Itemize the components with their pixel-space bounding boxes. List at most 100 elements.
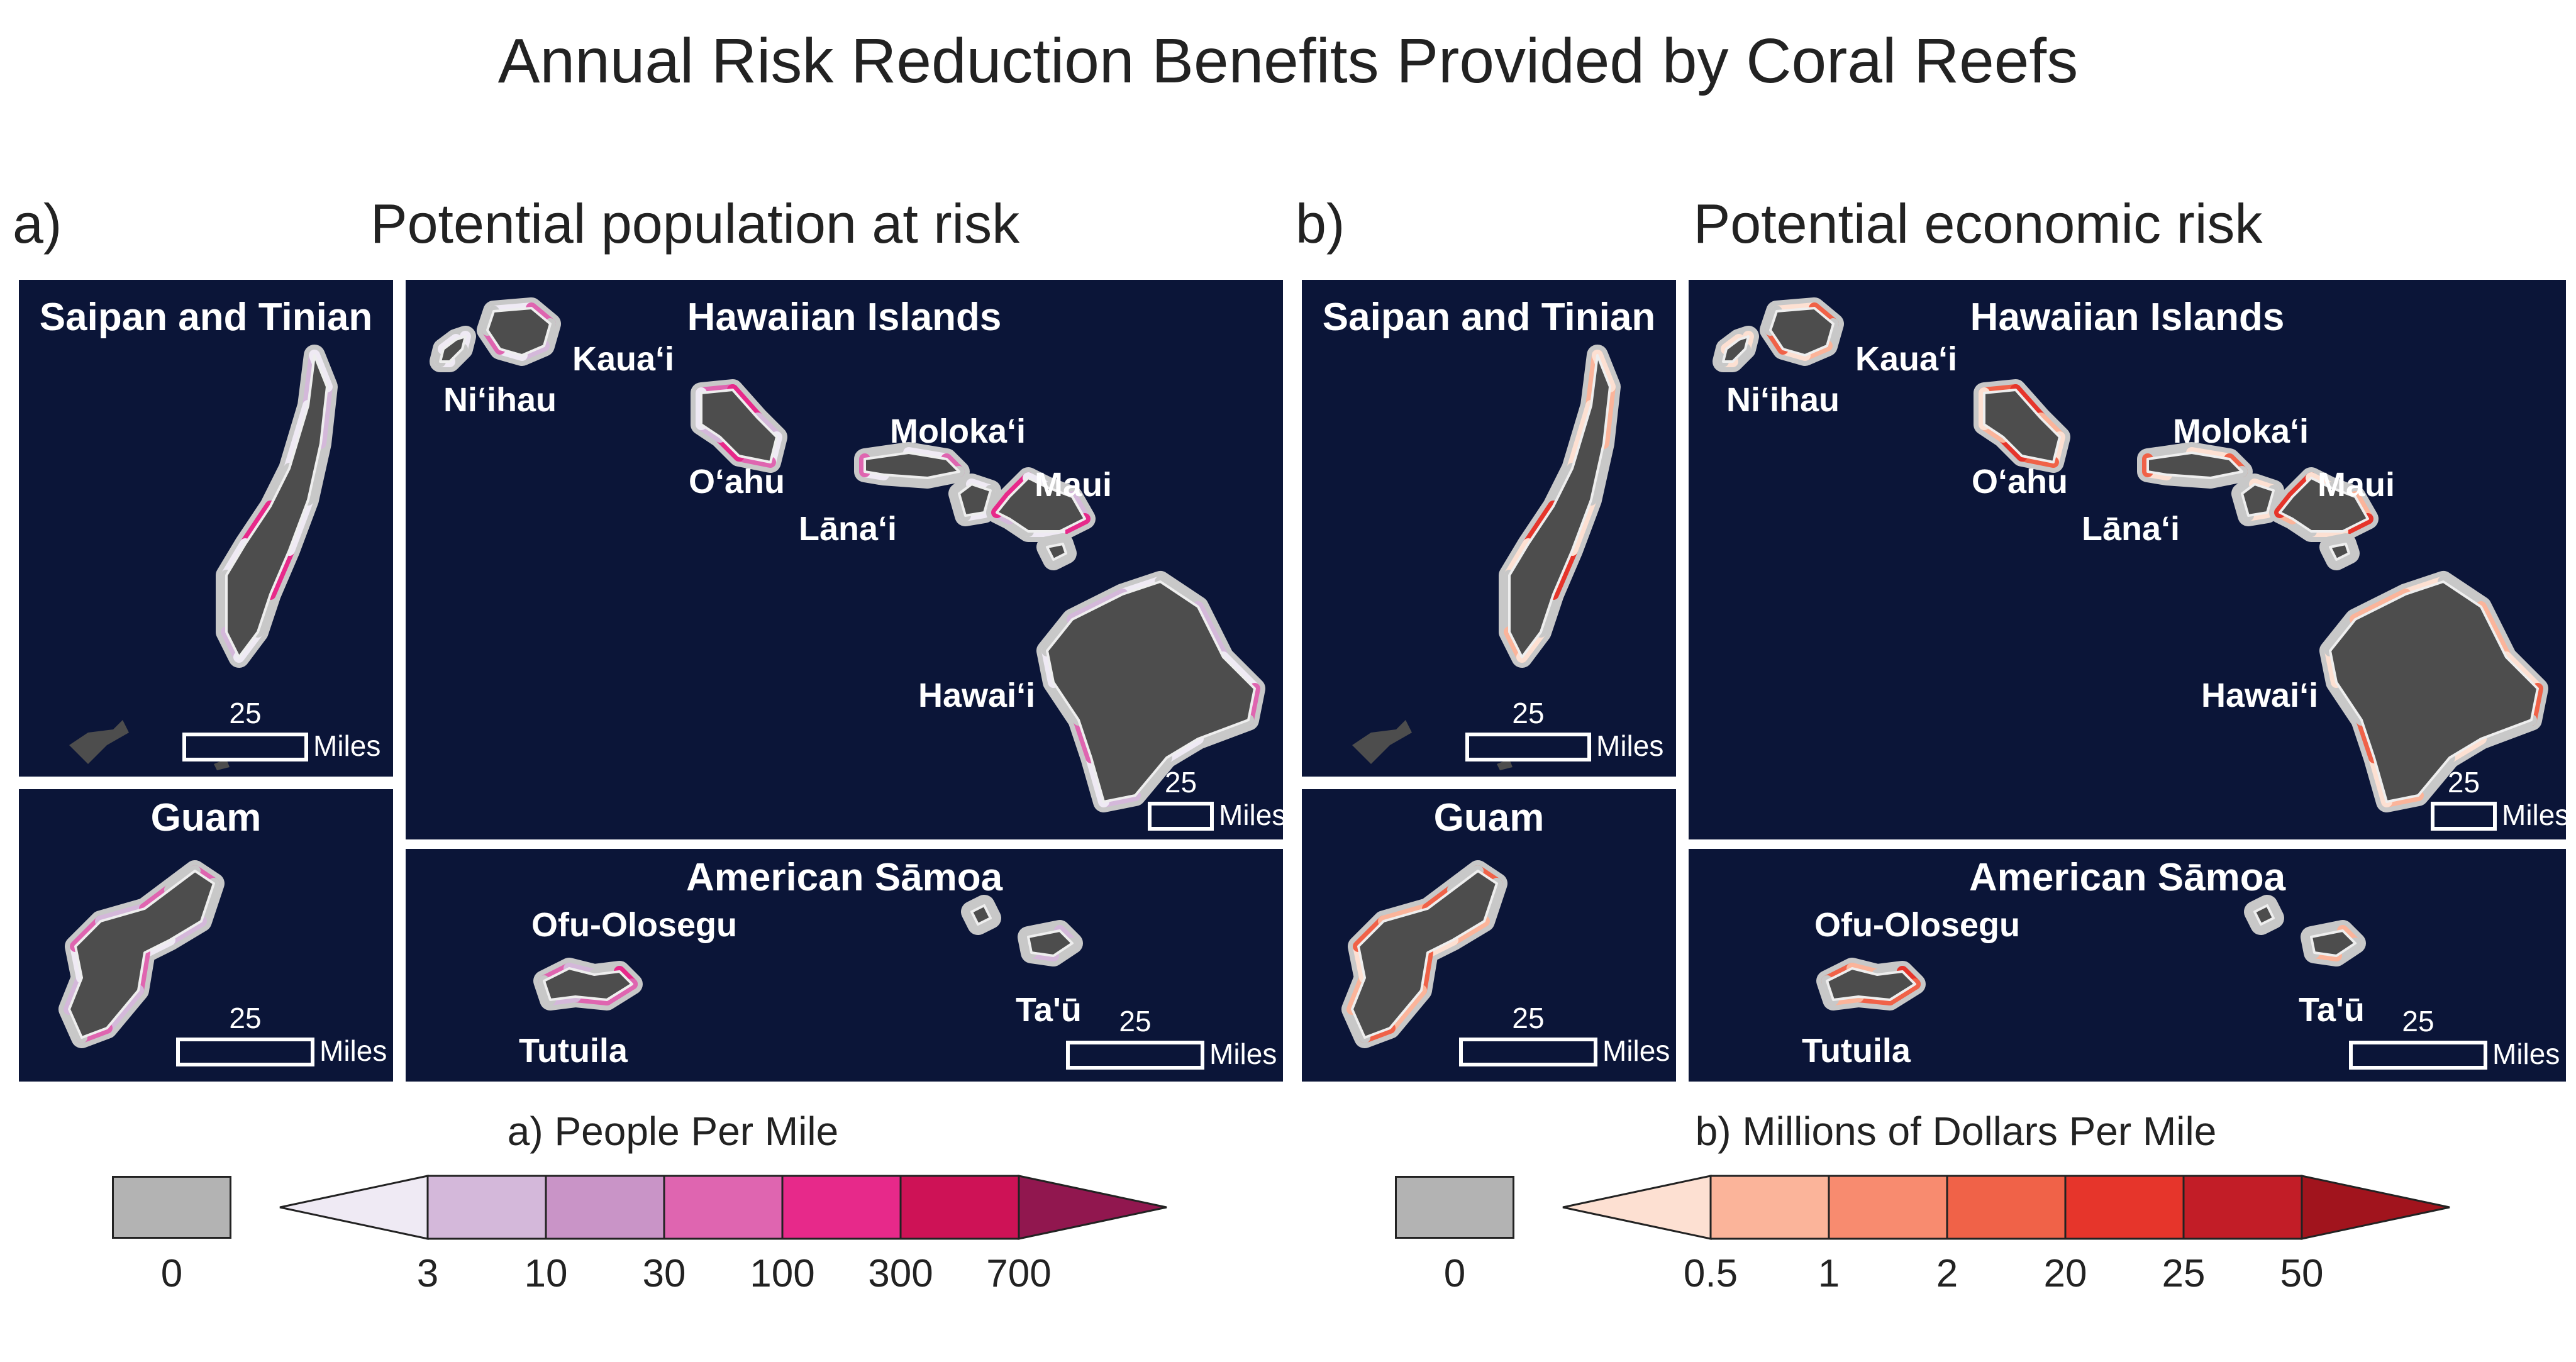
inset-american-samoa: American Sāmoa Ofu-Olosegu Tutuila Ta'ū 25 Mi… bbox=[1689, 849, 2566, 1082]
legend-tick-label: 30 bbox=[642, 1252, 686, 1295]
inset-guam-map bbox=[58, 860, 225, 1048]
inset-saipan-tinian: Saipan and Tinian 25 Miles bbox=[19, 280, 393, 777]
inset-title: American Sāmoa bbox=[1968, 856, 2286, 899]
rota-land bbox=[69, 720, 129, 764]
scale-bar: 25 Miles bbox=[2431, 766, 2566, 833]
legend-title: b) Millions of Dollars Per Mile bbox=[1695, 1109, 2217, 1154]
panel-letter: a) bbox=[13, 192, 62, 255]
hawaii-land bbox=[2329, 580, 2539, 803]
scale-bar-box bbox=[2431, 802, 2497, 831]
legend-tick-label: 100 bbox=[750, 1252, 815, 1295]
molokai-land bbox=[2146, 451, 2243, 479]
panel-title: Potential population at risk bbox=[370, 192, 1020, 255]
island-label: Tutuila bbox=[519, 1032, 628, 1070]
oahu-land bbox=[700, 389, 778, 463]
legend-bin bbox=[426, 1175, 547, 1240]
legend-bin bbox=[545, 1175, 665, 1240]
legend-bin bbox=[781, 1175, 902, 1240]
molokai-land bbox=[863, 451, 960, 479]
kahoolawe-land bbox=[1046, 543, 1067, 561]
legend-bin bbox=[1562, 1175, 1712, 1240]
legend-title: a) People Per Mile bbox=[507, 1109, 839, 1154]
scale-unit: Miles bbox=[2502, 799, 2566, 831]
scale-bar: 25 Miles bbox=[1148, 766, 1283, 833]
legend-bin bbox=[279, 1175, 429, 1240]
scale-bar-box bbox=[1459, 1038, 1597, 1066]
scale-bar: 25 Miles bbox=[2349, 1005, 2560, 1072]
scale-value: 25 bbox=[1164, 766, 1197, 799]
island-label: Hawaiʻi bbox=[2201, 677, 2319, 714]
legend-bin bbox=[1828, 1175, 1948, 1240]
legend-bin bbox=[1018, 1175, 1167, 1240]
inset-title: Saipan and Tinian bbox=[1322, 296, 1656, 339]
island-label: Niʻihau bbox=[1726, 381, 1840, 419]
scale-value: 25 bbox=[2402, 1005, 2434, 1038]
legend-zero-label: 0 bbox=[160, 1252, 183, 1295]
scale-bar-box bbox=[182, 733, 308, 761]
island-label: Lānaʻi bbox=[799, 510, 897, 548]
kauai-land bbox=[1769, 307, 1835, 357]
inset-saipan-tinian-map bbox=[1352, 345, 1621, 770]
inset-hawaiian-islands-map bbox=[1713, 297, 2548, 812]
inset-title: Hawaiian Islands bbox=[687, 296, 1002, 339]
island-label: Lānaʻi bbox=[2082, 510, 2180, 548]
scale-bar: 25 Miles bbox=[1066, 1005, 1277, 1072]
legend-bin bbox=[663, 1175, 784, 1240]
island-label: Ofu-Olosegu bbox=[1814, 906, 2020, 944]
tau-land bbox=[2310, 929, 2357, 957]
scale-bar-box bbox=[1465, 733, 1591, 761]
inset-saipan-tinian: Saipan and Tinian 25 Miles bbox=[1302, 280, 1676, 777]
island-label: Tutuila bbox=[1802, 1032, 1911, 1070]
tutuila-land bbox=[1826, 967, 1916, 1001]
inset-title: Hawaiian Islands bbox=[1970, 296, 2285, 339]
ofu-olosegu-land bbox=[2253, 904, 2275, 926]
main-title: Annual Risk Reduction Benefits Provided … bbox=[497, 26, 2079, 96]
island-label: Maui bbox=[2318, 466, 2396, 504]
legend-tick-label: 25 bbox=[2162, 1252, 2206, 1295]
scale-unit: Miles bbox=[2492, 1038, 2560, 1070]
island-label: Oʻahu bbox=[1972, 463, 2068, 501]
legend-colorbar bbox=[1562, 1175, 2450, 1240]
legend-zero-swatch bbox=[1395, 1176, 1514, 1239]
legend-bin bbox=[899, 1175, 1020, 1240]
inset-american-samoa-map bbox=[1816, 895, 2366, 1010]
tau-land bbox=[1027, 929, 1074, 957]
lanai-land bbox=[958, 483, 992, 517]
inset-hawaiian-islands: Hawaiian Islands Kauaʻi Niʻihau Oʻahu Moloka… bbox=[1689, 280, 2566, 839]
legend-bin bbox=[2064, 1175, 2185, 1240]
panel-letter: b) bbox=[1296, 192, 1345, 255]
ofu-olosegu-land bbox=[970, 904, 992, 926]
scale-bar: 25 Miles bbox=[1459, 1002, 1670, 1069]
scale-bar-box bbox=[2349, 1041, 2487, 1070]
inset-american-samoa: American Sāmoa Ofu-Olosegu Tutuila Ta'ū 25 Mi… bbox=[406, 849, 1283, 1082]
lanai-land bbox=[2241, 483, 2275, 517]
legend-tick-label: 700 bbox=[986, 1252, 1052, 1295]
island-label: Oʻahu bbox=[689, 463, 786, 501]
island-label: Molokaʻi bbox=[890, 412, 1026, 450]
island-label: Maui bbox=[1035, 466, 1113, 504]
inset-hawaiian-islands: Hawaiian Islands Kauaʻi Niʻihau Oʻahu Moloka… bbox=[406, 280, 1283, 839]
legend-zero-swatch bbox=[112, 1176, 231, 1239]
inset-guam-map bbox=[1341, 860, 1507, 1048]
kahoolawe-land bbox=[2329, 543, 2350, 561]
scale-bar: 25 Miles bbox=[182, 697, 380, 764]
scale-value: 25 bbox=[229, 1002, 262, 1034]
inset-title: American Sāmoa bbox=[686, 856, 1003, 899]
legend-tick-label: 2 bbox=[1936, 1252, 1958, 1295]
island-label: Ofu-Olosegu bbox=[531, 906, 737, 944]
scale-bar: 25 Miles bbox=[1465, 697, 1663, 764]
scale-unit: Miles bbox=[319, 1034, 387, 1067]
scale-unit: Miles bbox=[313, 729, 381, 762]
scale-unit: Miles bbox=[1219, 799, 1283, 831]
inset-guam: Guam 25 Miles bbox=[19, 789, 393, 1082]
inset-saipan-tinian-map bbox=[69, 345, 338, 770]
niihau-land bbox=[1722, 335, 1750, 363]
island-label: Niʻihau bbox=[443, 381, 557, 419]
scale-value: 25 bbox=[229, 697, 262, 729]
legend-bin bbox=[1946, 1175, 2067, 1240]
guam-land bbox=[68, 870, 215, 1039]
guam-land bbox=[1351, 870, 1498, 1039]
rota-land bbox=[1352, 720, 1412, 764]
inset-title: Guam bbox=[150, 796, 262, 839]
tutuila-land bbox=[543, 967, 633, 1001]
